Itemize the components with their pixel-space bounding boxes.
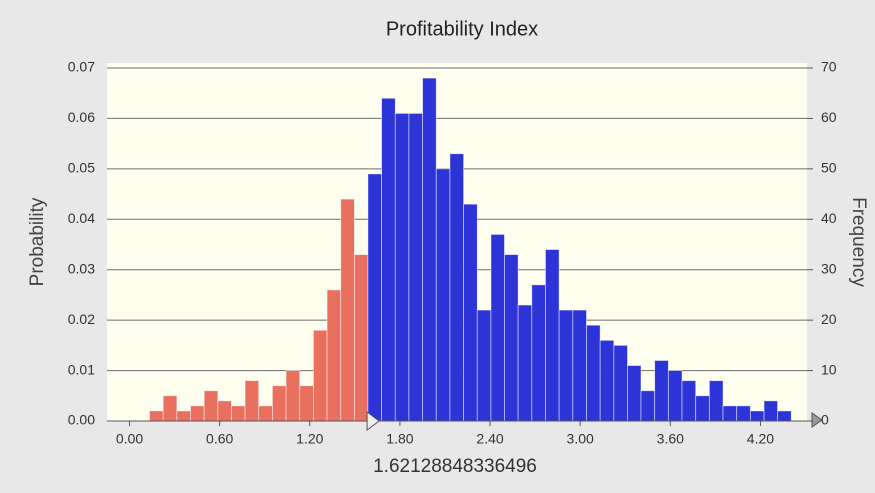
y-tick-label: 0.07: [68, 59, 95, 75]
x-tick-label: 2.40: [476, 431, 503, 447]
bar: [217, 400, 232, 422]
x-tick-label: 0.00: [116, 431, 143, 447]
x-tick-label: 4.20: [747, 431, 774, 447]
y-tick-label: 0.02: [68, 311, 95, 327]
y2-tick-label: 10: [821, 361, 837, 377]
bar: [435, 168, 451, 422]
bar: [736, 405, 751, 422]
bar: [312, 329, 328, 422]
bar: [654, 360, 669, 422]
bar: [176, 410, 191, 422]
bar: [613, 344, 628, 422]
bar: [627, 365, 642, 422]
bar: [572, 309, 587, 422]
y2-tick-label: 70: [821, 59, 837, 75]
y-tick-label: 0.06: [68, 109, 95, 125]
y-tick-label: 0.01: [68, 361, 95, 377]
y2-tick-label: 40: [821, 210, 837, 226]
bar: [490, 234, 505, 422]
y2-tick-label: 20: [821, 311, 837, 327]
x-tick-label: 0.60: [206, 431, 233, 447]
chart-title: Profitability Index: [386, 18, 538, 40]
bar: [354, 254, 369, 422]
y2-tick-label: 50: [821, 160, 837, 176]
bar: [203, 390, 219, 422]
bar: [162, 395, 178, 422]
bar: [640, 390, 656, 422]
threshold-label: 1.62128848336496: [373, 456, 537, 477]
bar: [244, 380, 260, 422]
bar: [667, 370, 683, 422]
bar: [763, 400, 778, 422]
bar: [599, 339, 615, 422]
bar: [381, 97, 396, 422]
threshold-marker: [366, 411, 380, 431]
bar: [230, 405, 246, 422]
bar: [190, 405, 205, 422]
x-tick-label: 3.60: [657, 431, 684, 447]
bar: [749, 410, 765, 422]
bar: [340, 198, 355, 422]
y2-tick-label: 30: [821, 260, 837, 276]
bar: [517, 304, 533, 422]
bar: [408, 112, 424, 422]
bar: [531, 284, 546, 422]
bar: [558, 309, 574, 422]
bar: [463, 203, 478, 422]
bar: [422, 77, 437, 422]
bar: [545, 249, 560, 422]
x-tick-label: 3.00: [567, 431, 594, 447]
bar: [695, 395, 710, 422]
bar: [299, 385, 314, 422]
bar: [367, 173, 382, 422]
y-tick-label: 0.03: [68, 260, 95, 276]
bar: [149, 410, 164, 422]
y-tick-label: 0.00: [68, 412, 95, 428]
bar: [258, 405, 273, 422]
bar: [708, 380, 724, 422]
y-axis-label: Probability: [27, 197, 48, 286]
y2-axis-label: Frequency: [848, 197, 869, 287]
y2-tick-label: 60: [821, 109, 837, 125]
y-tick-label: 0.04: [68, 210, 95, 226]
bar: [326, 289, 342, 422]
y-tick-label: 0.05: [68, 160, 95, 176]
bar: [504, 254, 519, 422]
x-tick-label: 1.80: [386, 431, 413, 447]
bar: [586, 324, 601, 422]
x-tick-label: 1.20: [296, 431, 323, 447]
bar: [285, 370, 301, 422]
bar: [449, 153, 465, 422]
end-marker: [811, 412, 823, 428]
bar: [681, 380, 697, 422]
bar: [271, 385, 287, 422]
y2-tick-label: 0: [821, 412, 829, 428]
bar: [476, 309, 492, 422]
bar: [777, 410, 792, 422]
bar: [722, 405, 738, 422]
bar: [394, 112, 410, 422]
